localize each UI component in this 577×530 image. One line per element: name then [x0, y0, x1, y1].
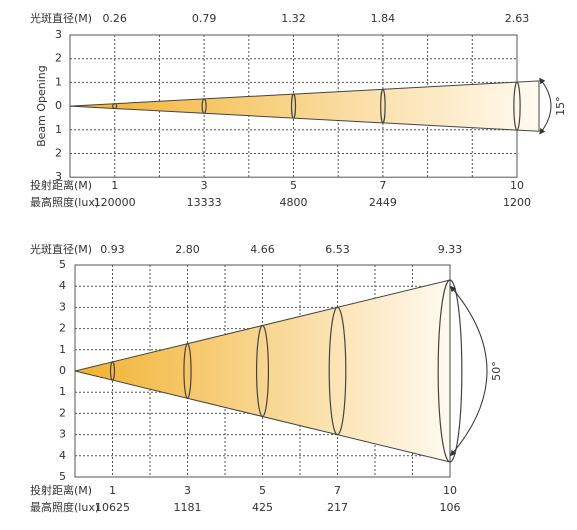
- spot-diameter: 1.32: [281, 12, 306, 25]
- lux: 106: [440, 501, 461, 514]
- distance: 5: [290, 179, 297, 192]
- distance: 1: [111, 179, 118, 192]
- distance: 7: [379, 179, 386, 192]
- y-label: 1: [55, 75, 62, 88]
- lux: 13333: [187, 196, 222, 209]
- distance: 5: [259, 484, 266, 497]
- y-label: 3: [59, 428, 66, 441]
- distance: 10: [510, 179, 524, 192]
- y-label: 0: [55, 99, 62, 112]
- y-label: 5: [59, 258, 66, 271]
- y-label: 3: [55, 28, 62, 41]
- spot-diameter: 2.63: [505, 12, 530, 25]
- spot-ellipse: [112, 103, 118, 110]
- spot-ellipse: [380, 88, 386, 124]
- spot-ellipse: [290, 93, 297, 119]
- spot-diameter: 0.79: [192, 12, 217, 25]
- angle-arc: [539, 77, 552, 135]
- y-label: 2: [59, 406, 66, 419]
- lux-label: 最高照度(lux): [30, 500, 99, 514]
- distance: 3: [201, 179, 208, 192]
- spot-diameter: 9.33: [438, 243, 463, 256]
- distance: 7: [334, 484, 341, 497]
- y-label: 1: [55, 123, 62, 136]
- lux: 2449: [369, 196, 397, 209]
- y-label: 3: [59, 300, 66, 313]
- spot-label: 光斑直径(M): [30, 242, 92, 256]
- distance: 1: [109, 484, 116, 497]
- spot-label: 光斑直径(M): [30, 11, 92, 25]
- spot-ellipse: [513, 81, 521, 131]
- spot-ellipse: [201, 98, 207, 114]
- distance-label: 投射距离(M): [30, 483, 92, 497]
- spot-diameter: 2.80: [175, 243, 200, 256]
- lux: 4800: [280, 196, 308, 209]
- lux: 1181: [174, 501, 202, 514]
- spot-ellipse: [109, 361, 116, 381]
- lux: 120000: [94, 196, 136, 209]
- lux: 10625: [95, 501, 130, 514]
- spot-ellipse: [255, 324, 270, 418]
- distance: 10: [443, 484, 457, 497]
- y-label: 4: [59, 449, 66, 462]
- lux: 217: [327, 501, 348, 514]
- y-label: 4: [59, 279, 66, 292]
- spot-diameter: 6.53: [325, 243, 350, 256]
- spot-ellipse: [183, 343, 192, 399]
- y-label: 5: [59, 470, 66, 483]
- spot-diameter: 1.84: [371, 12, 396, 25]
- y-label: 0: [59, 364, 66, 377]
- spot-diameter: 0.26: [102, 12, 127, 25]
- distance: 3: [184, 484, 191, 497]
- lux: 425: [252, 501, 273, 514]
- spot-diameter: 4.66: [250, 243, 275, 256]
- spot-ellipse: [328, 306, 347, 436]
- distance-label: 投射距离(M): [30, 178, 92, 192]
- angle-arc: [450, 285, 488, 457]
- side-label: Beam Opening: [35, 65, 48, 147]
- y-label: 1: [59, 343, 66, 356]
- y-label: 2: [55, 52, 62, 65]
- y-label: 2: [55, 147, 62, 160]
- spot-ellipse: [437, 279, 463, 463]
- beam-cone: [69, 80, 540, 132]
- angle-label: 50°: [490, 361, 503, 381]
- y-label: 3: [55, 170, 62, 183]
- y-label: 1: [59, 385, 66, 398]
- spot-diameter: 0.93: [100, 243, 125, 256]
- y-label: 2: [59, 322, 66, 335]
- angle-label: 15°: [554, 96, 567, 116]
- lux: 1200: [503, 196, 531, 209]
- lux-label: 最高照度(lux): [30, 195, 99, 209]
